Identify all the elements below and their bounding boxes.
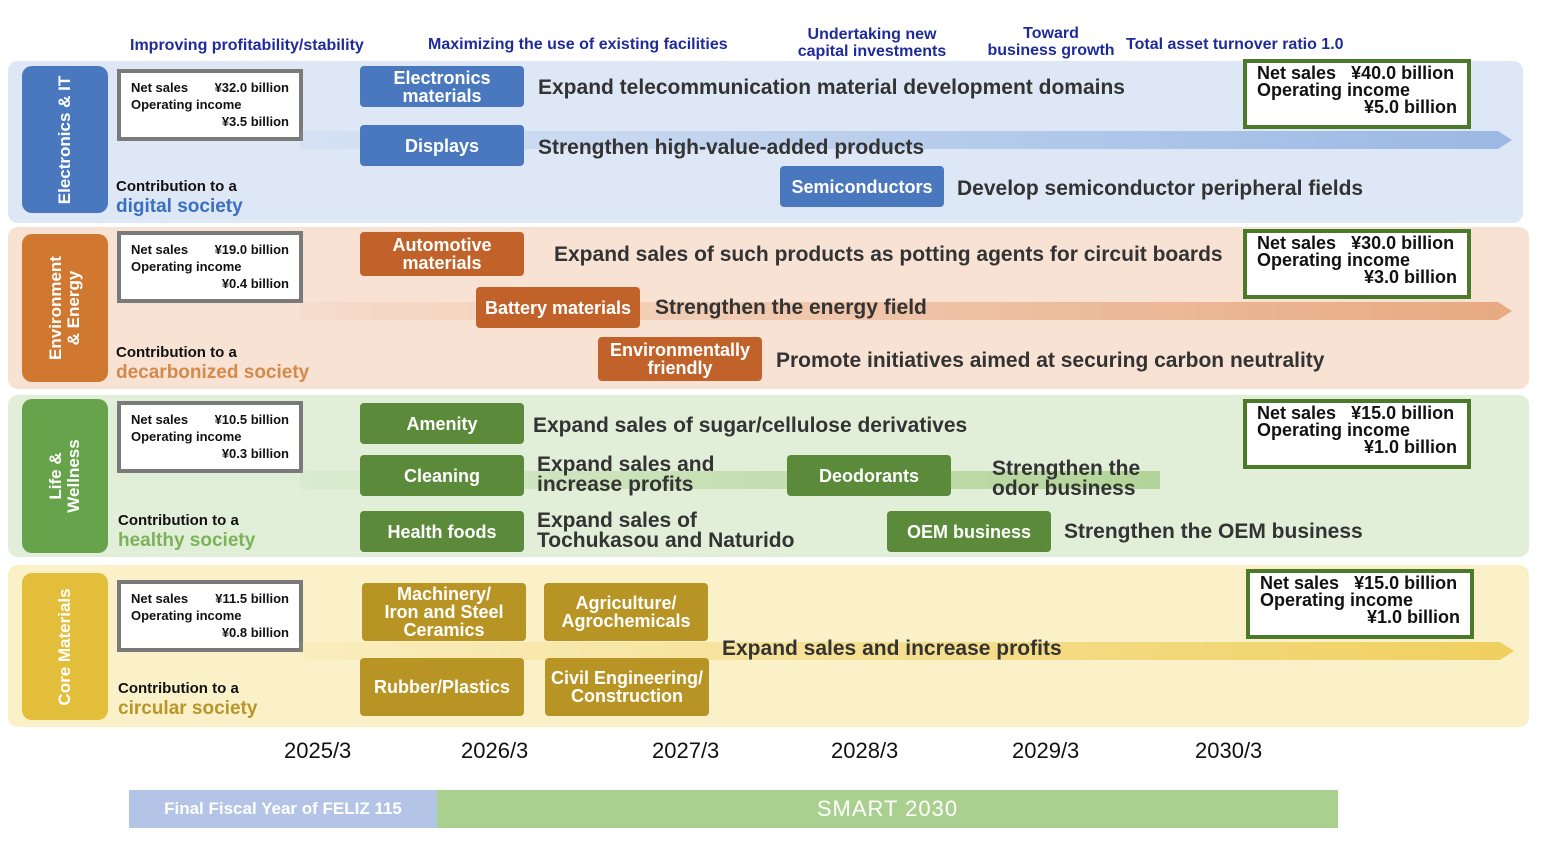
contribution-environment-energy: Contribution to a decarbonized society bbox=[116, 344, 310, 383]
tag-cleaning: Cleaning bbox=[360, 455, 524, 496]
target-figures-environment-energy: Net sales ¥30.0 billion Operating income… bbox=[1243, 229, 1471, 299]
tag-oem-business: OEM business bbox=[887, 511, 1051, 552]
tag-rubber-plastics: Rubber/Plastics bbox=[360, 658, 524, 716]
current-figures-core-materials: Net sales ¥11.5 billion Operating income … bbox=[117, 580, 303, 652]
desc-sugar-cellulose: Expand sales of sugar/cellulose derivati… bbox=[533, 414, 968, 437]
tag-electronics-materials: Electronics materials bbox=[360, 66, 524, 107]
tag-automotive-materials: Automotive materials bbox=[360, 232, 524, 276]
desc-oem-business: Strengthen the OEM business bbox=[1064, 520, 1363, 543]
feliz-final-year-bar: Final Fiscal Year of FELIZ 115 bbox=[129, 790, 437, 828]
contribution-life-wellness: Contribution to a healthy society bbox=[118, 512, 256, 551]
segment-label-life-wellness: Life & Wellness bbox=[22, 399, 108, 553]
current-figures-environment-energy: Net sales ¥19.0 billion Operating income … bbox=[117, 231, 303, 303]
contribution-electronics-it: Contribution to a digital society bbox=[116, 178, 243, 217]
phase-business-growth: Toward business growth bbox=[987, 25, 1115, 59]
year-2025: 2025/3 bbox=[284, 738, 352, 763]
desc-telecom-domains: Expand telecommunication material develo… bbox=[538, 76, 1125, 99]
desc-potting-agents: Expand sales of such products as potting… bbox=[554, 243, 1223, 266]
target-figures-electronics-it: Net sales ¥40.0 billion Operating income… bbox=[1243, 59, 1471, 129]
current-figures-life-wellness: Net sales ¥10.5 billion Operating income … bbox=[117, 401, 303, 473]
tag-machinery-iron-ceramics: Machinery/ Iron and Steel Ceramics bbox=[362, 583, 526, 641]
desc-odor-business: Strengthen the odor business bbox=[992, 457, 1141, 500]
tag-agriculture-agrochemicals: Agriculture/ Agrochemicals bbox=[544, 583, 708, 641]
phase-existing-facilities: Maximizing the use of existing facilitie… bbox=[428, 36, 728, 53]
desc-high-value-products: Strengthen high-value-added products bbox=[538, 136, 925, 159]
desc-semiconductor-fields: Develop semiconductor peripheral fields bbox=[957, 177, 1364, 200]
year-2030: 2030/3 bbox=[1195, 738, 1263, 763]
current-figures-electronics-it: Net sales ¥32.0 billion Operating income … bbox=[117, 69, 303, 141]
year-2027: 2027/3 bbox=[652, 738, 720, 763]
year-2029: 2029/3 bbox=[1012, 738, 1080, 763]
target-figures-core-materials: Net sales ¥15.0 billion Operating income… bbox=[1246, 569, 1474, 639]
year-2026: 2026/3 bbox=[461, 738, 529, 763]
arrow-core-materials bbox=[300, 642, 1514, 660]
tag-battery-materials: Battery materials bbox=[476, 287, 640, 328]
year-2028: 2028/3 bbox=[831, 738, 899, 763]
tag-environmentally-friendly: Environmentally friendly bbox=[598, 337, 762, 381]
desc-energy-field: Strengthen the energy field bbox=[655, 296, 927, 319]
tag-health-foods: Health foods bbox=[360, 511, 524, 552]
desc-tochukasou-naturido: Expand sales of Tochukasou and Naturido bbox=[537, 509, 795, 552]
desc-cleaning-profits: Expand sales and increase profits bbox=[537, 453, 715, 496]
tag-displays: Displays bbox=[360, 125, 524, 166]
segment-label-environment-energy: Environment & Energy bbox=[22, 234, 108, 382]
contribution-core-materials: Contribution to a circular society bbox=[118, 680, 258, 719]
target-figures-life-wellness: Net sales ¥15.0 billion Operating income… bbox=[1243, 399, 1471, 469]
desc-carbon-neutrality: Promote initiatives aimed at securing ca… bbox=[776, 349, 1325, 372]
phase-new-investments: Undertaking new capital investments bbox=[797, 26, 947, 60]
arrow-electronics-it bbox=[300, 131, 1512, 149]
tag-semiconductors: Semiconductors bbox=[780, 166, 944, 207]
smart-2030-bar: SMART 2030 bbox=[437, 790, 1338, 828]
phase-asset-turnover: Total asset turnover ratio 1.0 bbox=[1126, 36, 1344, 53]
tag-amenity: Amenity bbox=[360, 403, 524, 444]
tag-civil-engineering-construction: Civil Engineering/ Construction bbox=[545, 658, 709, 716]
tag-deodorants: Deodorants bbox=[787, 455, 951, 496]
desc-core-expand-sales: Expand sales and increase profits bbox=[722, 637, 1062, 660]
phase-profitability: Improving profitability/stability bbox=[130, 37, 364, 54]
segment-label-core-materials: Core Materials bbox=[22, 573, 108, 720]
segment-label-electronics-it: Electronics & IT bbox=[22, 66, 108, 213]
